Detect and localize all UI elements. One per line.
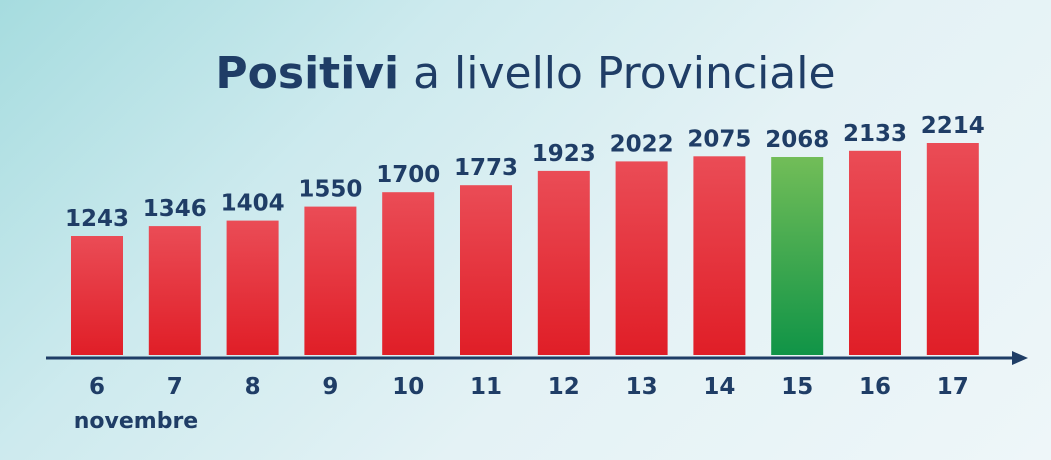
value-label-11: 1773 [454, 155, 518, 181]
bar-15 [771, 157, 824, 355]
value-label-6: 1243 [65, 206, 129, 232]
chart-title-rest: a livello Provinciale [413, 48, 836, 99]
bar-13 [615, 161, 668, 355]
x-tick-label-14: 14 [703, 374, 735, 400]
bars-group [71, 143, 979, 355]
value-label-16: 2133 [843, 121, 907, 147]
x-tick-label-9: 9 [322, 374, 338, 400]
chart-title: Positivi a livello Provinciale [0, 46, 1051, 102]
value-label-14: 2075 [687, 126, 751, 152]
bar-12 [537, 170, 590, 355]
value-label-13: 2022 [610, 131, 674, 157]
x-tick-label-13: 13 [626, 374, 658, 400]
x-tick-label-16: 16 [859, 374, 891, 400]
x-tick-label-12: 12 [548, 374, 580, 400]
bar-17 [926, 143, 979, 355]
bar-8 [226, 220, 279, 355]
value-label-12: 1923 [532, 141, 596, 167]
x-tick-label-10: 10 [392, 374, 424, 400]
bar-10 [382, 192, 435, 355]
x-tick-label-11: 11 [470, 374, 502, 400]
bar-6 [71, 236, 123, 355]
x-tick-label-8: 8 [245, 374, 261, 400]
bar-7 [148, 226, 201, 355]
bar-16 [849, 150, 901, 355]
x-axis-arrow-icon [1012, 351, 1028, 365]
value-label-8: 1404 [221, 191, 285, 217]
x-tick-label-6: 6 [89, 374, 105, 400]
x-tick-labels-group: 6 7 8 9 10 11 12 13 14 15 16 17 [89, 374, 969, 400]
x-sublabel: novembre [74, 409, 198, 434]
value-label-10: 1700 [376, 162, 440, 188]
x-tick-label-17: 17 [937, 374, 969, 400]
value-label-17: 2214 [921, 113, 985, 139]
value-label-7: 1346 [143, 196, 207, 222]
value-label-15: 2068 [765, 127, 829, 153]
value-labels-group: 1243 1346 1404 1550 1700 1773 1923 2022 2075 2068… [65, 113, 985, 232]
bar-14 [693, 156, 746, 355]
bar-11 [460, 185, 512, 355]
x-tick-label-15: 15 [781, 374, 813, 400]
value-label-9: 1550 [298, 177, 362, 203]
x-tick-label-7: 7 [167, 374, 183, 400]
bar-9 [304, 206, 357, 355]
chart-title-bold: Positivi [215, 48, 400, 99]
